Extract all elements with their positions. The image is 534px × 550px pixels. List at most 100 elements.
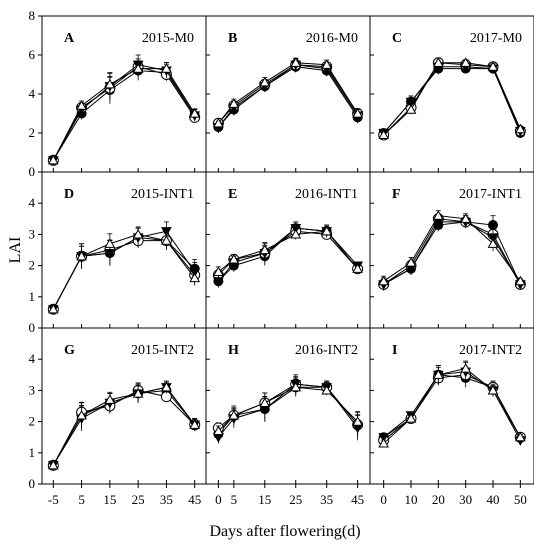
y-axis-label: LAI [7,237,24,264]
marker-open-triangle [132,228,144,239]
marker-open-triangle [213,425,224,436]
series-line [383,221,521,285]
series-line [383,368,521,444]
y-tick-label: 2 [29,125,36,140]
x-tick-label: 5 [78,492,85,507]
x-tick-label: 45 [188,492,201,507]
marker-open-triangle [432,369,444,379]
y-tick-label: 0 [29,164,36,179]
series-line [218,386,358,432]
marker-open-triangle [405,412,417,423]
panel-d: 0 1 2 3 4 D 2015-INT1 [29,171,207,335]
marker-open-triangle [460,363,472,373]
x-tick-label: -5 [48,492,59,507]
marker-open-triangle [321,225,333,236]
panel-title: 2017-INT1 [459,187,522,202]
panel-letter: H [228,343,239,358]
series-line [383,66,521,134]
marker-open-triangle [228,98,240,108]
x-tick-label: 0 [380,492,387,507]
y-tick-label: 1 [29,289,36,304]
marker-open-triangle [161,63,172,73]
y-tick-label: 0 [29,320,36,335]
panel-h: 0 5 15 25 35 45 H 2016-INT2 [205,327,371,507]
panel-letter: E [228,187,237,202]
marker-open-triangle [460,213,472,223]
y-tick-label: 1 [29,445,36,460]
series-line [52,68,196,161]
marker-open-triangle [432,210,444,220]
marker-open-triangle [290,57,302,67]
series-line [383,62,521,136]
series-line [217,386,359,435]
series-line [217,383,359,438]
marker-open-triangle [290,228,302,239]
marker-open-triangle [514,275,526,286]
marker-open-triangle [132,387,144,398]
panel-title: 2015-INT1 [131,187,194,202]
series-line [52,64,196,161]
series-line [52,233,196,310]
panel-b: B 2016-M0 [205,15,371,173]
marker-open-triangle [321,384,333,395]
series-line [217,227,358,282]
series-line [217,64,359,128]
panel-frame [369,327,534,485]
series-line [383,374,521,441]
marker-open-triangle [104,394,116,404]
x-tick-label: 15 [258,492,271,507]
marker-open-triangle [514,123,526,134]
marker-filled-triangle [161,227,172,237]
marker-filled-triangle [213,277,224,287]
series-line [218,230,359,273]
x-tick-label: 0 [215,492,222,507]
series-line [383,374,521,438]
x-tick-label: 25 [132,492,145,507]
panel-e: E 2016-INT1 [205,171,371,329]
marker-open-triangle [378,437,390,448]
marker-open-triangle [487,61,499,71]
panel-title: 2017-M0 [470,31,522,46]
x-tick-label: 45 [351,492,364,507]
series-line [52,240,196,310]
marker-open-triangle [259,244,271,255]
marker-open-triangle [460,57,472,67]
panel-title: 2017-INT2 [459,343,522,358]
marker-open-triangle [352,263,363,273]
series-line [218,66,359,128]
y-tick-label: 3 [29,226,36,241]
marker-open-triangle [104,238,116,248]
y-tick-label: 3 [29,382,36,397]
series-line [52,237,196,310]
y-tick-label: 8 [29,8,36,23]
panel-letter: D [64,187,74,202]
x-tick-label: 35 [320,492,333,507]
marker-open-triangle [259,76,271,87]
series-line [52,70,196,161]
marker-open-triangle [514,431,526,442]
marker-open-triangle [132,63,144,73]
marker-open-triangle [76,250,87,261]
marker-open-triangle [213,117,224,128]
marker-open-triangle [47,154,59,165]
y-tick-label: 2 [29,414,36,429]
panel-letter: A [64,31,75,46]
panel-title: 2016-INT1 [295,187,358,202]
x-axis-label: Days after flowering(d) [209,523,360,540]
marker-filled-triangle [405,97,417,108]
panel-title: 2015-M0 [142,31,194,46]
x-tick-label: 10 [405,492,418,507]
panel-a: 0 2 4 6 8 A 2015-M0 [29,8,207,179]
panel-g: 0 1 2 3 4 -5 5 15 25 35 45 G 2015-INT2 [29,327,207,507]
marker-open-triangle [76,100,87,110]
x-tick-label: 50 [514,492,527,507]
panel-letter: B [228,31,237,46]
series-line [383,68,521,134]
marker-open-triangle [228,409,240,420]
marker-open-triangle [47,459,59,470]
x-tick-label: 5 [231,492,238,507]
marker-open-triangle [352,416,363,426]
panel-letter: C [392,31,402,46]
panel-letter: F [392,187,401,202]
